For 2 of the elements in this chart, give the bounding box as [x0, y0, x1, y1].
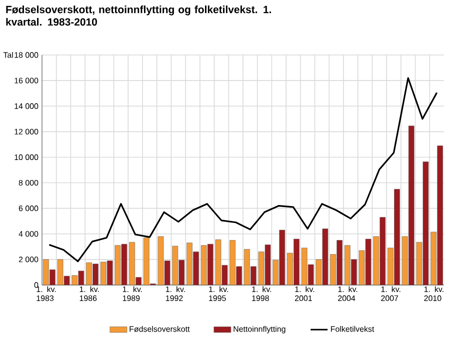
chart-title: Fødselsoverskott, nettoinnflytting og folketilvekst. 1. kvartal. 1983-2010 [6, 6, 272, 26]
line-series [48, 77, 438, 262]
